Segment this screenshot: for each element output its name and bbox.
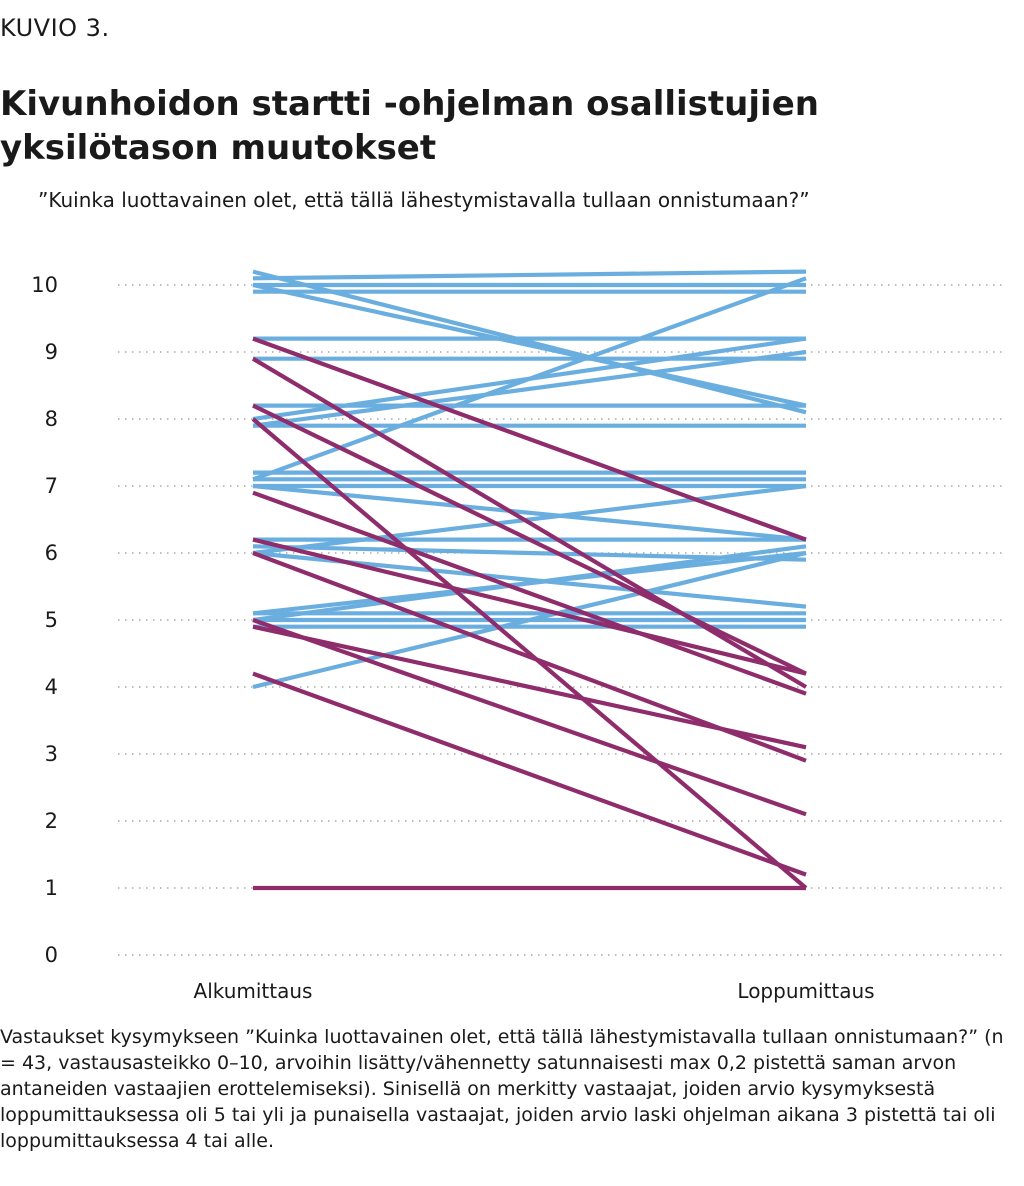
respondent-line-blue: [252, 276, 807, 482]
respondent-line-red: [252, 336, 807, 542]
respondent-line-red: [252, 490, 807, 696]
slope-chart: 0 1 2 3 4 5 6 7 8 9 10 Alkumittaus Loppumittaus: [31, 269, 1002, 1003]
red-series-layer: [251, 336, 808, 891]
y-tick-label: 7: [45, 474, 58, 498]
chart-title-line-1: Kivunhoidon startti -ohjelman osallistuj…: [0, 84, 819, 124]
y-tick-label: 5: [45, 608, 58, 632]
figure-number: KUVIO 3.: [0, 14, 110, 42]
x-category-label: Alkumittaus: [194, 979, 313, 1003]
respondent-line-red: [252, 537, 807, 676]
respondent-line-red: [251, 417, 808, 890]
y-tick-label: 10: [31, 273, 58, 297]
respondent-line-blue: [252, 269, 807, 415]
y-tick-label: 3: [45, 742, 58, 766]
chart-title-line-2: yksilötason muutokset: [0, 128, 437, 168]
chart-subtitle: ”Kuinka luottavainen olet, että tällä lä…: [38, 188, 810, 212]
respondent-line-blue: [252, 282, 807, 408]
respondent-line-red: [251, 356, 808, 689]
respondent-line-red: [252, 618, 807, 817]
respondent-line-blue: [252, 550, 807, 690]
y-tick-label: 8: [45, 407, 58, 431]
y-tick-label: 1: [45, 876, 58, 900]
y-tick-label: 9: [45, 340, 58, 364]
y-tick-label: 2: [45, 809, 58, 833]
respondent-line-blue: [252, 544, 807, 623]
respondent-line-red: [252, 671, 807, 877]
y-tick-label: 4: [45, 675, 58, 699]
y-tick-label: 0: [45, 943, 58, 967]
figure-caption: Vastaukset kysymykseen ”Kuinka luottavai…: [0, 1026, 1004, 1152]
y-axis-ticks: 0 1 2 3 4 5 6 7 8 9 10: [31, 273, 58, 967]
y-tick-label: 6: [45, 541, 58, 565]
x-category-label: Loppumittaus: [737, 979, 874, 1003]
chart-title: Kivunhoidon startti -ohjelman osallistuj…: [0, 82, 900, 170]
x-axis-labels: Alkumittaus Loppumittaus: [194, 979, 875, 1003]
respondent-line-blue: [252, 483, 807, 556]
blue-series-layer: [252, 269, 807, 690]
respondent-line-blue: [252, 269, 807, 281]
respondent-line-red: [252, 403, 807, 676]
respondent-line-red: [252, 624, 807, 750]
